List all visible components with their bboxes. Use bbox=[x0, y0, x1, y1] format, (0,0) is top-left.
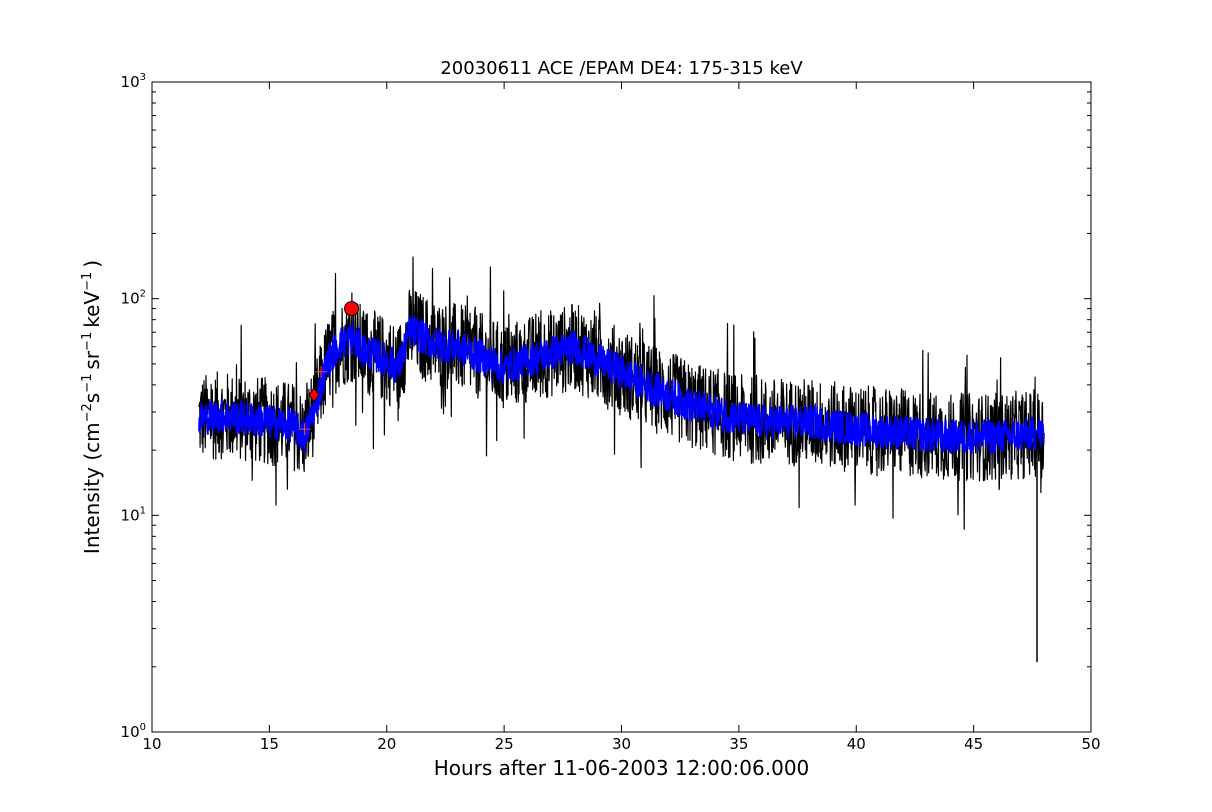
y-axis-label-kev: keV bbox=[80, 291, 104, 328]
plus-annotation bbox=[315, 365, 328, 378]
x-tick-label: 15 bbox=[260, 735, 279, 753]
y-tick-label: 101 bbox=[121, 505, 146, 524]
peak-marker bbox=[344, 301, 360, 317]
y-axis-label-s: s bbox=[80, 393, 104, 403]
series-layer bbox=[198, 256, 1045, 663]
y-axis-label-sr: sr bbox=[80, 350, 104, 369]
y-axis-label: Intensity (cm−2s−1sr−1keV−1) bbox=[80, 260, 104, 554]
y-axis-label-exp-2: −1 bbox=[80, 374, 95, 393]
y-axis: 100 101 102 103 bbox=[121, 72, 1091, 741]
x-tick-label: 20 bbox=[377, 735, 396, 753]
chart-title: 20030611 ACE /EPAM DE4: 175-315 keV bbox=[440, 58, 803, 79]
y-axis-label-exp-1: −2 bbox=[80, 403, 95, 422]
x-tick-label: 35 bbox=[729, 735, 748, 753]
x-tick-label: 30 bbox=[612, 735, 631, 753]
x-axis: 10 15 20 25 30 35 40 45 50 bbox=[142, 82, 1101, 753]
y-tick-label: 102 bbox=[121, 289, 146, 308]
x-tick-label: 40 bbox=[847, 735, 866, 753]
x-tick-label: 45 bbox=[964, 735, 983, 753]
onset-marker bbox=[308, 386, 320, 403]
y-axis-label-exp-4: −1 bbox=[80, 272, 95, 291]
x-tick-label: 10 bbox=[142, 735, 161, 753]
y-axis-label-suffix: ) bbox=[80, 260, 104, 268]
y-axis-label-prefix: Intensity (cm bbox=[80, 422, 104, 554]
x-axis-label: Hours after 11-06-2003 12:00:06.000 bbox=[434, 756, 810, 780]
series-smoothed-line bbox=[198, 314, 1045, 455]
x-tick-label: 25 bbox=[495, 735, 514, 753]
y-tick-label: 103 bbox=[121, 72, 146, 91]
y-tick-label: 100 bbox=[121, 722, 146, 741]
plus-annotation bbox=[298, 423, 311, 436]
marker-layer bbox=[298, 301, 360, 436]
x-tick-label: 50 bbox=[1081, 735, 1100, 753]
y-axis-label-exp-3: −1 bbox=[80, 332, 95, 351]
